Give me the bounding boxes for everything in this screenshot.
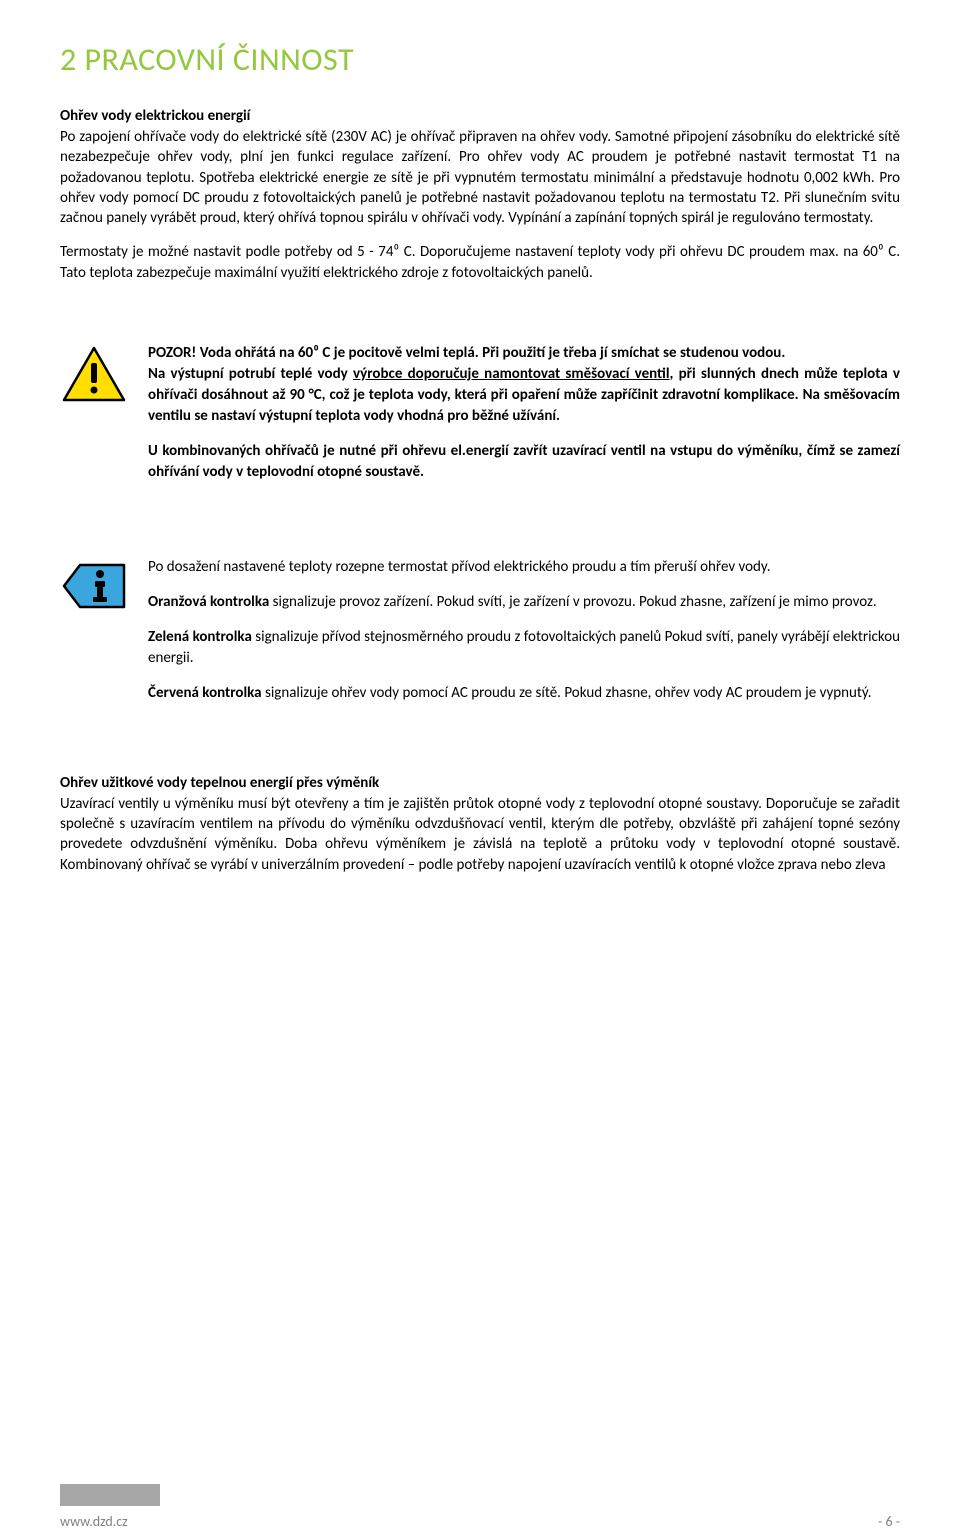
subheading-electric: Ohřev vody elektrickou energií [60, 107, 900, 125]
info-icon [60, 557, 130, 718]
warning-icon [60, 343, 130, 497]
info-p4-bold: Červená kontrolka [148, 684, 262, 702]
footer-bar [60, 1484, 160, 1506]
body-electric-1: Po zapojení ohřívače vody do elektrické … [60, 127, 900, 228]
body-exchanger: Uzavírací ventily u výměníku musí být ot… [60, 794, 900, 875]
subheading-exchanger: Ohřev užitkové vody tepelnou energií pře… [60, 774, 900, 792]
warning-body: POZOR! Voda ohřátá na 60⁰ C je pocitově … [148, 343, 900, 497]
info-p3-bold: Zelená kontrolka [148, 628, 252, 646]
warning-callout: POZOR! Voda ohřátá na 60⁰ C je pocitově … [60, 343, 900, 497]
section-title-text: PRACOVNÍ ČINNOST [84, 40, 354, 79]
section-title: 2 PRACOVNÍ ČINNOST [60, 40, 900, 79]
body-electric-2: Termostaty je možné nastavit podle potře… [60, 242, 900, 283]
warning-lead: POZOR! Voda ohřátá na 60⁰ C je pocitově … [148, 344, 785, 362]
info-p3: Zelená kontrolka signalizuje přívod stej… [148, 627, 900, 669]
section-number: 2 [60, 40, 77, 79]
info-p2-rest: signalizuje provoz zařízení. Pokud svítí… [269, 593, 876, 611]
info-p2-bold: Oranžová kontrolka [148, 593, 269, 611]
info-p4-rest: signalizuje ohřev vody pomocí AC proudu … [262, 684, 872, 702]
info-p3-rest: signalizuje přívod stejnosměrného proudu… [148, 628, 900, 667]
warning-underline: výrobce doporučuje namontovat směšovací … [353, 365, 670, 383]
section-electric-heating: Ohřev vody elektrickou energií Po zapoje… [60, 107, 900, 283]
warning-rest-pre: Na výstupní potrubí teplé vody [148, 365, 353, 383]
info-p2: Oranžová kontrolka signalizuje provoz za… [148, 592, 900, 613]
warning-p1: POZOR! Voda ohřátá na 60⁰ C je pocitově … [148, 343, 900, 427]
footer: www.dzd.cz - 6 - [0, 1492, 960, 1540]
warning-p2: U kombinovaných ohřívačů je nutné při oh… [148, 441, 900, 483]
info-p1: Po dosažení nastavené teploty rozepne te… [148, 557, 900, 578]
footer-url: www.dzd.cz [60, 1513, 128, 1530]
info-callout: Po dosažení nastavené teploty rozepne te… [60, 557, 900, 718]
info-p4: Červená kontrolka signalizuje ohřev vody… [148, 683, 900, 704]
info-body: Po dosažení nastavené teploty rozepne te… [148, 557, 900, 718]
footer-page: - 6 - [878, 1513, 900, 1530]
section-exchanger: Ohřev užitkové vody tepelnou energií pře… [60, 774, 900, 875]
